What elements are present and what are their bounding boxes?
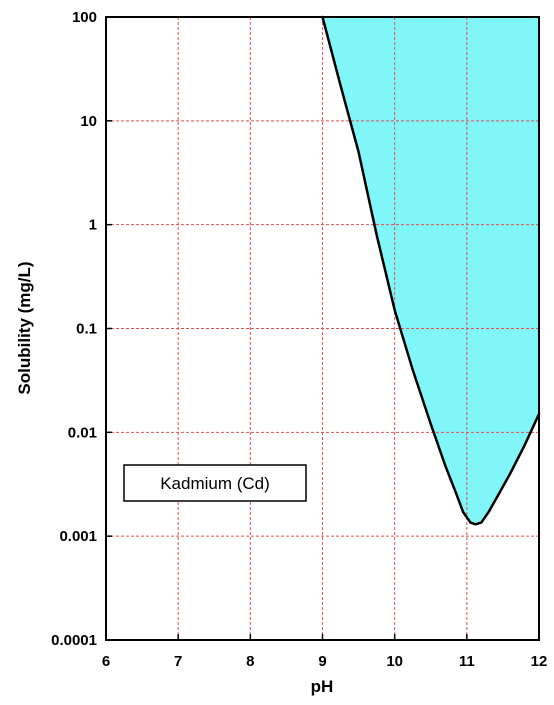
x-tick-label: 6 [102,653,110,670]
solubility-curve [321,15,541,526]
y-tick-label: 1 [89,217,97,234]
x-axis-title: pH [311,677,334,696]
y-tick-label: 0.01 [68,424,97,441]
x-tick-label: 11 [459,653,475,670]
y-tick-label: 10 [80,113,97,130]
annotation-box: Kadmium (Cd) [123,464,307,502]
soluble-region-fill [322,17,539,525]
annotation-rect [123,464,307,502]
y-tick-label: 0.0001 [51,632,97,649]
y-tick-label: 0.1 [76,321,97,338]
annotation-label: Kadmium (Cd) [160,474,270,493]
y-tick-label: 0.001 [59,528,97,545]
x-tick-label: 7 [174,653,182,670]
x-tick-label: 8 [246,653,254,670]
y-tick-label: 100 [72,9,97,26]
y-axis-title: Solubility (mg/L) [15,261,34,394]
x-tick-label: 10 [386,653,403,670]
x-tick-label: 12 [531,653,548,670]
x-tick-label: 9 [318,653,326,670]
